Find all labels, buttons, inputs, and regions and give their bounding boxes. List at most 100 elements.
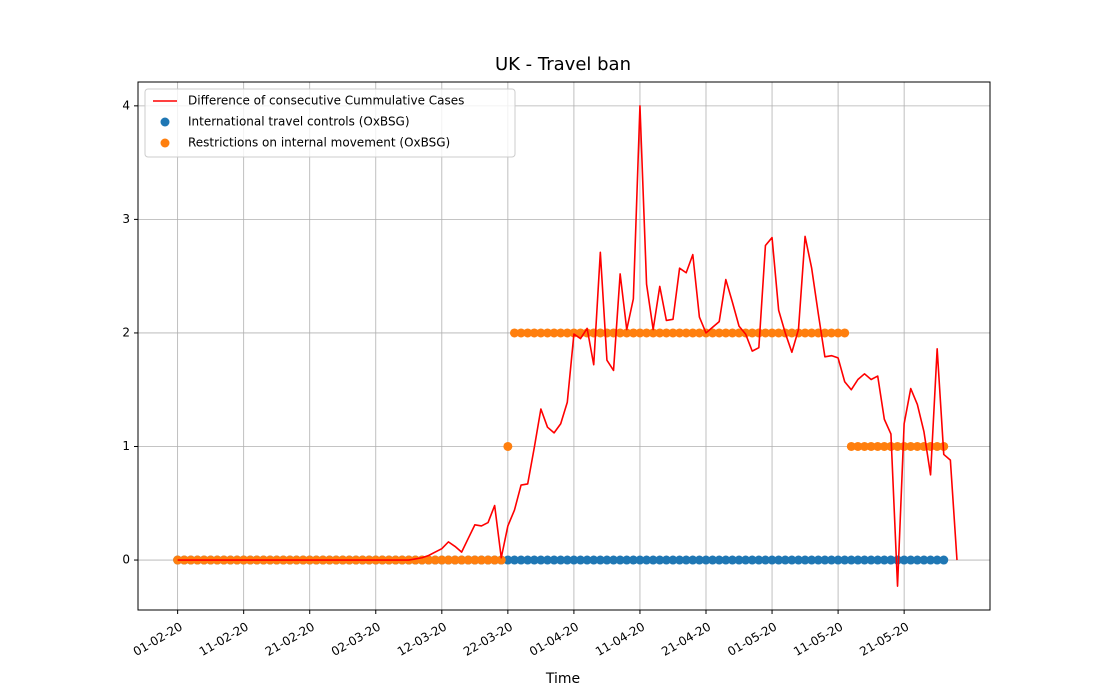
data-point <box>430 555 440 565</box>
data-point <box>556 555 566 565</box>
legend-label: International travel controls (OxBSG) <box>188 115 410 129</box>
data-point <box>635 328 645 338</box>
data-line <box>177 105 958 587</box>
data-point <box>873 555 883 565</box>
data-point <box>668 328 678 338</box>
data-point <box>173 555 183 565</box>
data-point <box>648 328 658 338</box>
data-point <box>443 555 453 565</box>
data-point <box>694 555 704 565</box>
data-point <box>774 555 784 565</box>
data-point <box>793 555 803 565</box>
data-point <box>760 555 770 565</box>
data-point <box>714 555 724 565</box>
data-point <box>688 328 698 338</box>
data-point <box>681 555 691 565</box>
data-point <box>516 328 526 338</box>
data-point <box>476 555 486 565</box>
data-point <box>820 328 830 338</box>
data-point <box>767 555 777 565</box>
legend-label: Difference of consecutive Cummulative Ca… <box>188 94 464 108</box>
legend-swatch <box>160 117 170 127</box>
data-point <box>747 555 757 565</box>
legend-label: Restrictions on internal movement (OxBSG… <box>188 136 450 150</box>
data-point <box>833 555 843 565</box>
data-point <box>648 555 658 565</box>
data-point <box>932 555 942 565</box>
data-point <box>661 555 671 565</box>
data-point <box>780 555 790 565</box>
data-point <box>807 328 817 338</box>
data-point <box>595 328 605 338</box>
data-point <box>727 328 737 338</box>
data-point <box>470 555 480 565</box>
data-point <box>912 555 922 565</box>
data-point <box>734 328 744 338</box>
plot-area <box>173 105 958 587</box>
data-point <box>529 328 539 338</box>
data-point <box>523 328 533 338</box>
data-point <box>906 555 916 565</box>
data-point <box>800 328 810 338</box>
data-point <box>754 555 764 565</box>
data-point <box>523 555 533 565</box>
data-point <box>694 328 704 338</box>
data-point <box>622 328 632 338</box>
data-point <box>642 555 652 565</box>
data-point <box>879 555 889 565</box>
data-point <box>675 328 685 338</box>
data-point <box>483 555 493 565</box>
data-point <box>503 555 513 565</box>
data-point <box>893 441 903 451</box>
data-point <box>853 441 863 451</box>
data-point <box>609 555 619 565</box>
y-tick-label: 1 <box>122 439 130 453</box>
data-point <box>668 555 678 565</box>
data-point <box>741 555 751 565</box>
data-point <box>628 328 638 338</box>
data-point <box>536 328 546 338</box>
y-tick-label: 4 <box>122 98 130 112</box>
data-point <box>516 555 526 565</box>
x-axis-label: Time <box>545 671 580 687</box>
data-point <box>589 555 599 565</box>
data-point <box>642 328 652 338</box>
data-point <box>926 555 936 565</box>
data-point <box>807 555 817 565</box>
data-point <box>602 555 612 565</box>
data-point <box>622 555 632 565</box>
data-point <box>787 328 797 338</box>
data-point <box>919 555 929 565</box>
y-tick-label: 0 <box>122 553 130 567</box>
data-point <box>873 441 883 451</box>
data-point <box>760 328 770 338</box>
data-point <box>813 555 823 565</box>
data-point <box>542 555 552 565</box>
data-point <box>688 555 698 565</box>
data-point <box>853 555 863 565</box>
data-point <box>912 441 922 451</box>
data-point <box>595 555 605 565</box>
y-tick-label: 2 <box>122 325 130 339</box>
chart-title: UK - Travel ban <box>495 54 631 75</box>
data-point <box>562 328 572 338</box>
data-point <box>866 555 876 565</box>
data-point <box>727 555 737 565</box>
data-point <box>556 328 566 338</box>
data-point <box>655 555 665 565</box>
data-point <box>840 555 850 565</box>
data-point <box>833 328 843 338</box>
data-point <box>457 555 467 565</box>
data-point <box>747 328 757 338</box>
legend-box <box>144 88 516 158</box>
data-point <box>628 555 638 565</box>
data-point <box>576 555 586 565</box>
data-point <box>437 555 447 565</box>
data-point <box>490 555 500 565</box>
data-point <box>503 441 513 451</box>
data-point <box>424 555 434 565</box>
data-point <box>661 328 671 338</box>
data-point <box>615 328 625 338</box>
data-point <box>774 328 784 338</box>
data-point <box>708 555 718 565</box>
